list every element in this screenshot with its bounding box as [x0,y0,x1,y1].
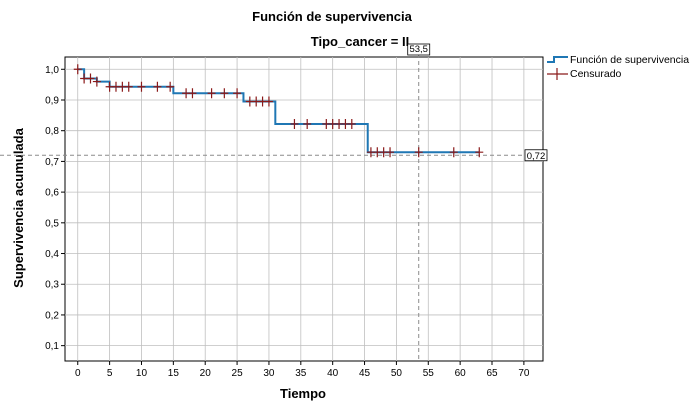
x-reference-box [407,43,431,56]
y-reference-box [524,149,548,162]
legend-survival-swatch [547,56,568,63]
censored-marker [347,118,356,129]
x-tick-label: 0 [75,368,81,379]
censored-marker [73,64,82,75]
x-tick-label: 50 [391,368,403,379]
x-tick-label: 20 [200,368,212,379]
censored-marker [92,76,101,87]
legend-survival-label: Función de supervivencia [570,54,689,66]
y-tick-label: 0,1 [45,341,59,352]
x-tick-label: 40 [327,368,339,379]
censored-marker [414,147,423,158]
y-tick-label: 0,4 [45,249,59,260]
censored-marker [449,147,458,158]
y-tick-label: 0,8 [45,126,59,137]
legend: Función de supervivencia Censurado [547,54,689,80]
y-reference-label: 0,72 [527,151,546,162]
legend-censored-label: Censurado [570,68,622,80]
censored-marker [188,88,197,99]
plot-area [64,56,544,362]
x-tick-label: 35 [295,368,307,379]
x-tick-label: 55 [423,368,435,379]
censored-marker [207,88,216,99]
censored-marker [153,81,162,92]
censored-marker [303,118,312,129]
censored-marker [166,81,175,92]
y-tick-label: 0,5 [45,218,59,229]
y-tick-label: 0,6 [45,188,59,199]
y-axis-title: Supervivencia acumulada [11,127,26,287]
y-tick-label: 0,2 [45,310,59,321]
y-tick-label: 0,3 [45,280,59,291]
x-reference-label: 53,5 [409,44,428,55]
x-tick-label: 45 [359,368,371,379]
censored-marker [137,81,146,92]
x-tick-label: 65 [486,368,498,379]
y-tick-label: 1,0 [45,65,59,76]
x-tick-label: 15 [168,368,180,379]
x-tick-label: 30 [263,368,275,379]
censored-marker [386,147,395,158]
chart-subtitle: Tipo_cancer = II [311,34,409,49]
x-tick-label: 10 [136,368,148,379]
censored-marker [233,88,242,99]
censored-marker [124,81,133,92]
censored-marker [220,88,229,99]
censored-marker [86,73,95,84]
x-axis-title: Tiempo [280,386,326,401]
censored-marker [264,96,273,107]
x-tick-label: 60 [455,368,467,379]
censored-marker [475,147,484,158]
x-tick-label: 5 [107,368,113,379]
x-tick-label: 70 [518,368,530,379]
x-tick-label: 25 [232,368,244,379]
censored-marker [290,118,299,129]
y-tick-label: 0,9 [45,95,59,106]
chart-title: Función de supervivencia [252,9,412,24]
y-tick-label: 0,7 [45,157,59,168]
